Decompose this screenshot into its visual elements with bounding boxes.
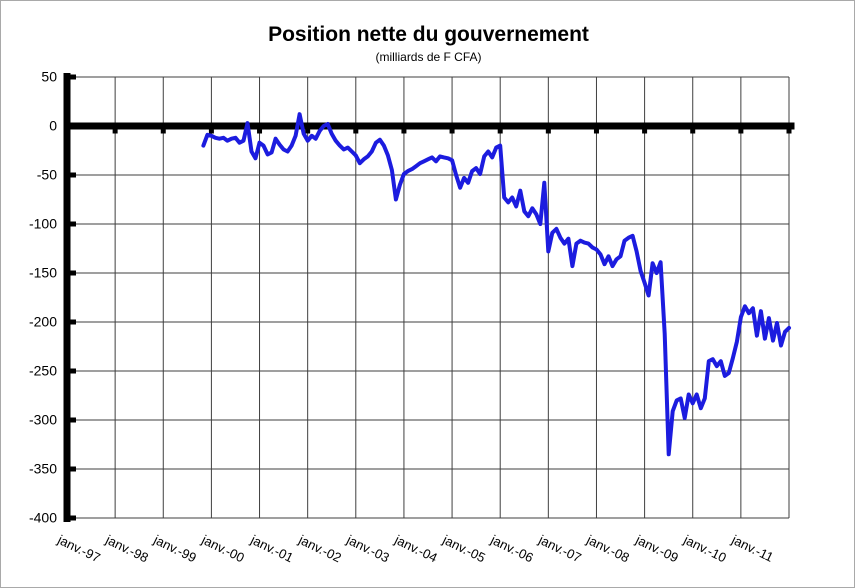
chart-title: Position nette du gouvernement: [268, 23, 589, 46]
y-axis-label: -350: [28, 460, 57, 477]
x-axis-tick: [353, 127, 359, 134]
x-axis-tick: [112, 127, 118, 134]
y-axis-tick: [70, 417, 76, 423]
y-axis-tick: [70, 515, 76, 521]
y-axis-label: -400: [28, 509, 57, 526]
y-axis-tick: [70, 221, 76, 227]
y-axis-tick: [70, 466, 76, 472]
y-axis-label: -150: [28, 264, 57, 281]
y-axis-tick: [70, 368, 76, 374]
zero-axis-line: [63, 122, 795, 130]
x-axis-tick: [401, 127, 407, 134]
x-axis-tick: [690, 127, 696, 134]
x-axis-tick: [449, 127, 455, 134]
y-axis-tick: [70, 123, 76, 129]
y-axis-label: -300: [28, 411, 57, 428]
y-axis-label: 50: [41, 68, 57, 85]
x-axis-tick: [305, 127, 311, 134]
y-axis-label: -200: [28, 313, 57, 330]
y-axis-tick: [70, 74, 76, 80]
y-axis-tick: [70, 270, 76, 276]
x-axis-tick: [642, 127, 648, 134]
y-axis-tick: [70, 172, 76, 178]
chart-subtitle: (milliards de F CFA): [375, 50, 482, 64]
x-axis-tick: [738, 127, 744, 134]
x-axis-tick: [545, 127, 551, 134]
y-axis-label: -250: [28, 362, 57, 379]
y-axis-label: -100: [28, 215, 57, 232]
data-line: [201, 112, 791, 457]
y-axis-label: 0: [49, 117, 57, 134]
x-axis-tick: [257, 127, 263, 134]
y-axis-label: -50: [36, 166, 57, 183]
x-axis-tick: [497, 127, 503, 134]
x-axis-tick: [786, 127, 792, 134]
x-axis-tick: [593, 127, 599, 134]
y-axis-line: [63, 73, 71, 522]
x-axis-tick: [160, 127, 166, 134]
y-axis-tick: [70, 319, 76, 325]
x-axis-tick: [208, 127, 214, 134]
